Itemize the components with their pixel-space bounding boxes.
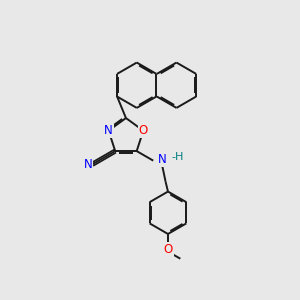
Text: N: N [158,153,167,166]
Text: O: O [164,243,172,256]
Text: O: O [139,124,148,137]
Text: -H: -H [172,152,184,162]
Text: N: N [104,124,113,137]
Text: N: N [83,158,92,171]
